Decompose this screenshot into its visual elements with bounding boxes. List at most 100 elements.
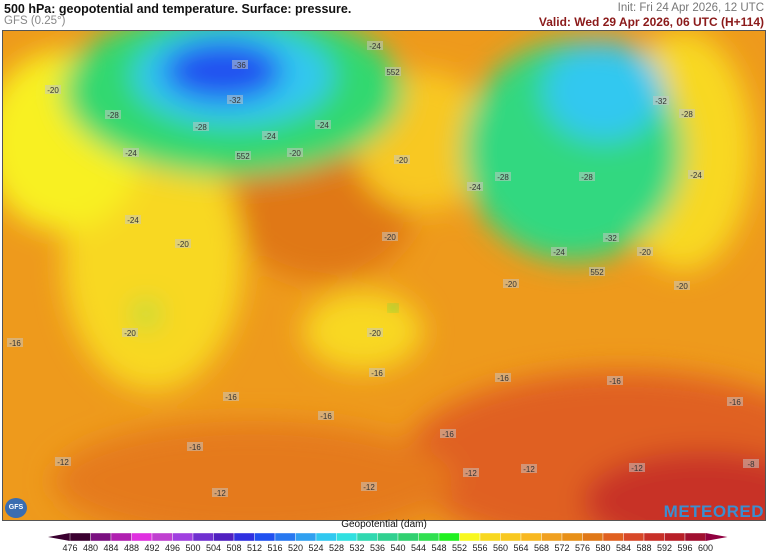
contour-label: -28: [581, 173, 593, 182]
colorbar-bin: [561, 532, 583, 542]
colorbar-tick-label: 516: [267, 543, 282, 552]
contour-label: -28: [681, 110, 693, 119]
contour-label: -12: [363, 483, 375, 492]
contour-label-bg: [123, 148, 139, 157]
contour-label: -8: [747, 460, 755, 469]
weather-map[interactable]: -36 -32 -28 -24 -24 -20 -24 -28 -24 -20 -24 -20 -20 -…: [2, 30, 766, 521]
contour-label: -12: [214, 489, 226, 498]
contour-label-bg: [727, 397, 743, 406]
colorbar-bin: [192, 532, 214, 542]
colorbar-tick-label: 496: [165, 543, 180, 552]
contour-label: -16: [225, 393, 237, 402]
contour-label: -24: [264, 132, 276, 141]
contour-label: -28: [195, 123, 207, 132]
meteored-logo: METEORED: [663, 502, 764, 521]
contour-label: -28: [497, 173, 509, 182]
contour-label-bg: [503, 279, 519, 288]
contour-label: -24: [125, 149, 137, 158]
colorbar-tick-label: 528: [329, 543, 344, 552]
contour-label-bg: [315, 120, 331, 129]
colorbar-tick-label: 548: [431, 543, 446, 552]
colorbar-tick-label: 500: [185, 543, 200, 552]
contour-label-bg: [688, 170, 704, 179]
colorbar-tick-label: 580: [595, 543, 610, 552]
contour-label-bg: [653, 96, 669, 105]
colorbar-bin: [459, 532, 481, 542]
colorbar-tick-label: 584: [616, 543, 631, 552]
colorbar-bin: [602, 532, 624, 542]
contour-label-bg: [212, 488, 228, 497]
colorbar-arrow-low: [48, 533, 70, 541]
contour-label: -20: [639, 248, 651, 257]
contour-label: -20: [676, 282, 688, 291]
contour-label-bg: [637, 247, 653, 256]
contour-label-bg: [125, 215, 141, 224]
contour-label-bg: [367, 41, 383, 50]
contour-label: -16: [189, 443, 201, 452]
contour-label: 552: [590, 268, 604, 277]
colorbar-tick-label: 476: [62, 543, 77, 552]
contour-label: -12: [465, 469, 477, 478]
colorbar-tick-label: 596: [677, 543, 692, 552]
colorbar-tick-label: 576: [575, 543, 590, 552]
colorbar-bin: [295, 532, 317, 542]
contour-label: -24: [317, 121, 329, 130]
colorbar-tick-label: 488: [124, 543, 139, 552]
colorbar-arrow-high: [705, 533, 728, 541]
contour-label: -24: [127, 216, 139, 225]
contour-label-bg: [45, 85, 61, 94]
colorbar-title: Geopotential (dam): [341, 519, 427, 530]
colorbar-bin: [684, 532, 706, 542]
colorbar-bin: [479, 532, 501, 542]
contour-label-bg: [369, 368, 385, 377]
colorbar-bin: [377, 532, 399, 542]
contour-label-bg: [235, 151, 251, 160]
colorbar-bin: [172, 532, 194, 542]
colorbar-tick-label: 520: [288, 543, 303, 552]
colorbar-tick-label: 512: [247, 543, 262, 552]
colorbar-bin: [643, 532, 665, 542]
geopotential-minimum: [388, 304, 398, 312]
colorbar-tick-label: 492: [144, 543, 159, 552]
colorbar-bin: [418, 532, 440, 542]
contour-label-bg: [521, 464, 537, 473]
contour-label: -20: [384, 233, 396, 242]
colorbar-tick-label: 544: [411, 543, 426, 552]
colorbar-tick-label: 504: [206, 543, 221, 552]
contour-label-bg: [367, 328, 383, 337]
contour-label-bg: [262, 131, 278, 140]
contour-label-bg: [463, 468, 479, 477]
colorbar: 476 480 484 488 492 496 500 504 508 512 516 520 524 5…: [48, 532, 728, 552]
map-title: 500 hPa: geopotential and temperature. S…: [4, 2, 352, 16]
contour-label: -20: [124, 329, 136, 338]
colorbar-bin: [131, 532, 153, 542]
colorbar-tick-label: 556: [472, 543, 487, 552]
contour-label: -16: [9, 339, 21, 348]
contour-label: 552: [236, 152, 250, 161]
contour-label-bg: [467, 182, 483, 191]
colorbar-bin: [582, 532, 604, 542]
colorbar-bin: [151, 532, 173, 542]
colorbar-bin: [110, 532, 132, 542]
contour-labels: -36 -32 -28 -24 -24 -20 -24 -28 -24 -20 -24 -20 -20 -…: [7, 41, 759, 498]
colorbar-tick-label: 564: [513, 543, 528, 552]
gfs-logo: GFS: [5, 498, 27, 518]
contour-label-bg: [440, 429, 456, 438]
contour-label-bg: [629, 463, 645, 472]
colorbar-bin: [541, 532, 563, 542]
model-name: GFS (0.25°): [4, 15, 66, 27]
contour-label-bg: [318, 411, 334, 420]
colorbar-bin: [274, 532, 296, 542]
colorbar-bin: [397, 532, 419, 542]
valid-time: Valid: Wed 29 Apr 2026, 06 UTC (H+114): [538, 15, 764, 29]
colorbar-bin: [233, 532, 255, 542]
colorbar-tick-label: 508: [226, 543, 241, 552]
contour-label-bg: [603, 233, 619, 242]
contour-label-bg: [361, 482, 377, 491]
contour-label-bg: [385, 67, 401, 76]
colorbar-tick-label: 480: [83, 543, 98, 552]
colorbar-tick-label: 592: [657, 543, 672, 552]
colorbar-tick-label: 536: [370, 543, 385, 552]
contour-label: -36: [234, 61, 246, 70]
colorbar-bin: [90, 532, 112, 542]
